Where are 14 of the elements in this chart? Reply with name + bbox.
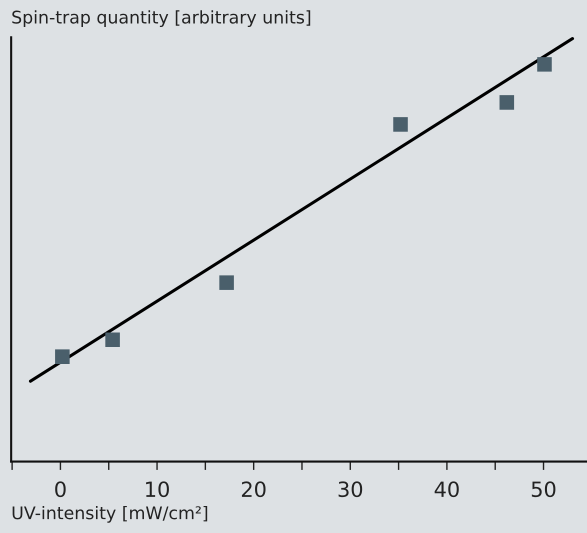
x-tick-label: 30 [338,481,362,498]
x-axis-title: UV-intensity [mW/cm²] [12,506,208,523]
point [500,95,514,110]
y-axis-title: Spin-trap quantity [arbitrary units] [12,10,310,28]
x-tick-label: 40 [434,481,459,498]
point [55,349,70,364]
x-tick-label: 20 [242,481,266,498]
point [105,332,120,348]
point [537,57,552,72]
x-tick-label: 10 [146,481,169,498]
point [219,275,234,290]
x-tick-label: 0 [55,481,66,498]
point [393,117,408,132]
x-tick-label: 50 [532,481,556,498]
